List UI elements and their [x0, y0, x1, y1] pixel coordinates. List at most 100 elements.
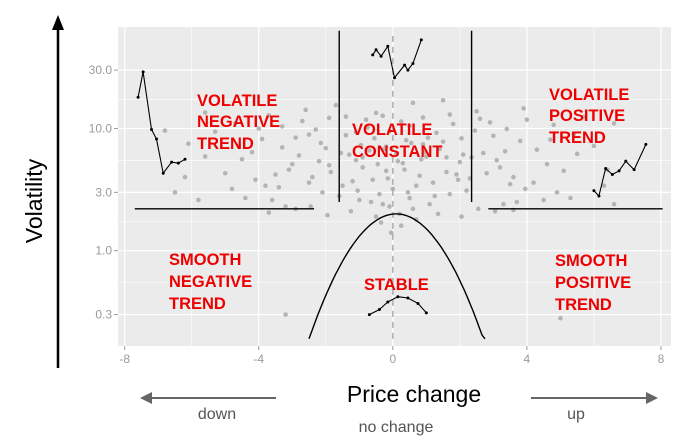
- data-point: [522, 186, 528, 192]
- data-point: [447, 112, 453, 117]
- data-point: [259, 136, 265, 142]
- sparkline-point: [403, 63, 407, 67]
- grid-lines: [114, 27, 671, 350]
- x-tick-label: 4: [524, 352, 531, 366]
- data-point: [402, 167, 407, 172]
- data-point: [186, 141, 191, 147]
- data-point: [196, 197, 201, 203]
- region-line: CONSTANT: [352, 143, 442, 161]
- sparkline-point: [183, 157, 187, 161]
- data-point: [313, 127, 319, 132]
- data-point: [435, 211, 441, 217]
- data-point: [410, 206, 416, 212]
- data-point: [408, 140, 414, 146]
- x-tick-label: -8: [119, 352, 130, 366]
- data-point: [340, 183, 345, 189]
- data-point: [387, 204, 392, 209]
- region-label-volatile-positive-trend: VOLATILE POSITIVE TREND: [549, 86, 634, 147]
- data-point: [474, 109, 479, 114]
- data-point: [444, 169, 449, 175]
- data-point: [561, 168, 567, 174]
- data-point: [417, 173, 422, 179]
- data-point: [303, 107, 308, 113]
- region-line: TREND: [555, 296, 612, 314]
- y-axis-title: Volatility: [21, 158, 47, 243]
- sparkline-point: [377, 308, 381, 312]
- data-point: [350, 178, 355, 184]
- sparkline-point: [176, 161, 180, 165]
- data-point: [353, 129, 359, 135]
- data-point: [481, 150, 486, 156]
- region-line: SMOOTH: [169, 251, 241, 269]
- data-point: [293, 135, 298, 140]
- sparkline-point: [371, 53, 375, 57]
- region-label-stable: STABLE: [364, 276, 429, 294]
- scatter-points: [162, 97, 617, 321]
- data-point: [501, 201, 506, 207]
- data-point: [425, 135, 431, 140]
- data-point: [283, 204, 288, 209]
- data-point: [524, 117, 530, 122]
- data-point: [378, 220, 384, 225]
- data-point: [306, 180, 312, 185]
- data-point: [256, 126, 262, 131]
- region-line: VOLATILE: [197, 92, 277, 110]
- data-point: [450, 121, 456, 127]
- sparkline-point: [161, 171, 165, 175]
- data-point: [611, 201, 617, 207]
- data-point: [400, 160, 406, 166]
- data-point: [437, 146, 443, 152]
- data-point: [353, 157, 359, 163]
- direction-label-up: up: [567, 406, 585, 423]
- data-point: [229, 186, 235, 192]
- data-point: [343, 114, 349, 119]
- sparkline-point: [155, 137, 159, 141]
- region-label-volatile-constant: VOLATILE CONSTANT: [352, 121, 442, 161]
- region-line: TREND: [549, 129, 606, 147]
- direction-label-no-change: no change: [359, 419, 434, 436]
- sparkline-point: [424, 311, 428, 315]
- data-point: [346, 152, 352, 157]
- data-point: [318, 140, 324, 146]
- data-point: [477, 116, 483, 122]
- sparkline-point: [604, 167, 608, 171]
- data-point: [357, 197, 362, 203]
- data-point: [447, 191, 453, 197]
- data-point: [395, 158, 401, 164]
- data-point: [504, 126, 510, 132]
- sparkline-point: [624, 159, 628, 163]
- stable-region-boundary: [308, 213, 486, 340]
- sparkline-point: [406, 296, 410, 300]
- data-point: [492, 208, 498, 214]
- x-tick-label: 0: [389, 352, 396, 366]
- data-point: [283, 312, 288, 317]
- data-point: [387, 128, 392, 134]
- data-point: [279, 145, 285, 150]
- data-point: [182, 174, 188, 180]
- data-point: [541, 197, 546, 203]
- data-point: [407, 195, 412, 201]
- data-point: [358, 142, 364, 148]
- data-point: [328, 169, 334, 175]
- y-tick-label: 30.0: [89, 63, 113, 77]
- data-point: [310, 174, 315, 180]
- data-point: [531, 180, 536, 185]
- sparkline-point: [170, 160, 174, 164]
- data-point: [253, 177, 258, 183]
- data-point: [363, 117, 369, 122]
- data-point: [502, 149, 508, 154]
- data-point: [544, 161, 550, 167]
- data-point: [551, 122, 556, 128]
- data-point: [521, 106, 526, 111]
- region-label-smooth-positive-trend: SMOOTH POSITIVE TREND: [555, 252, 636, 314]
- up-arrow-head: [646, 392, 658, 404]
- data-point: [239, 156, 245, 162]
- data-point: [273, 172, 278, 177]
- data-point: [380, 201, 386, 207]
- data-point: [373, 214, 379, 219]
- region-label-volatile-negative-trend: VOLATILE NEGATIVE TREND: [197, 92, 285, 153]
- tick-labels: -8 -4 0 4 8 0.3 1.0 3.0 10.0 30.0: [89, 63, 665, 366]
- data-point: [491, 133, 496, 139]
- data-point: [454, 172, 459, 177]
- region-line: STABLE: [364, 276, 429, 294]
